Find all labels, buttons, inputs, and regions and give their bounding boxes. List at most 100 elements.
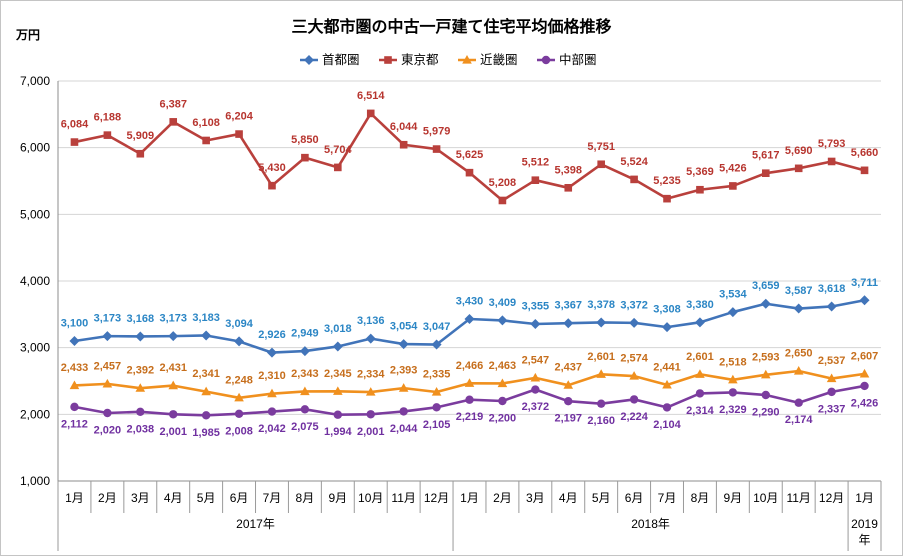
data-label: 6,514: [357, 90, 385, 102]
circle-marker: [399, 407, 408, 416]
data-label: 3,587: [785, 285, 813, 297]
circle-marker: [761, 390, 770, 400]
diamond-marker: [234, 336, 245, 347]
triangle-marker: [267, 388, 277, 398]
data-label: 3,711: [851, 277, 878, 289]
triangle-marker: [530, 372, 541, 382]
circle-marker: [662, 403, 672, 412]
x-tick-label: 4月: [163, 490, 183, 505]
y-tick-label: 5,000: [20, 207, 50, 221]
data-label: 3,380: [686, 299, 714, 311]
square-marker: [663, 194, 671, 203]
circle-marker: [432, 403, 441, 412]
x-group-label: 2018年: [631, 517, 670, 531]
data-label: 2,075: [291, 421, 319, 433]
x-group-label: 2017年: [236, 517, 275, 531]
diamond-marker: [135, 331, 146, 342]
data-label: 5,426: [719, 162, 747, 174]
y-axis: 1,000 2,000 3,000 4,000 5,000 6,000 7,000: [20, 74, 59, 488]
data-label: 5,850: [291, 134, 319, 146]
data-label: 5,625: [456, 149, 484, 161]
data-label: 2,219: [456, 411, 484, 423]
data-label: 2,341: [192, 368, 220, 380]
square-marker: [696, 185, 704, 194]
circle-marker: [267, 407, 277, 416]
x-tick-label: 9月: [723, 490, 743, 505]
diamond-marker: [398, 339, 409, 350]
data-label: 5,690: [785, 145, 813, 157]
triangle-marker: [596, 369, 606, 378]
legend-label: 近畿圏: [480, 53, 518, 67]
x-tick-label: 2月: [493, 490, 512, 505]
triangle-marker: [662, 379, 672, 389]
data-label: 3,168: [127, 313, 155, 325]
x-tick-label: 2月: [98, 490, 117, 505]
legend-label: 東京都: [401, 53, 439, 67]
diamond-marker: [431, 339, 442, 350]
data-label: 1,994: [324, 426, 352, 438]
diamond-marker: [168, 331, 179, 342]
circle-marker: [827, 387, 836, 397]
x-tick-label: 10月: [358, 490, 384, 505]
circle-marker: [794, 398, 803, 407]
data-label: 2,463: [489, 360, 517, 372]
triangle-marker: [135, 383, 146, 392]
y-tick-label: 2,000: [20, 407, 50, 421]
series-group: 2,433 2,457 2,392 2,431 2,341 2,248 2,310 2,343…: [61, 348, 878, 402]
triangle-marker: [497, 378, 508, 388]
triangle-marker: [728, 374, 738, 384]
triangle-marker: [69, 380, 80, 390]
square-marker: [597, 160, 605, 169]
data-label: 3,367: [554, 300, 582, 312]
data-label: 2,433: [61, 362, 89, 374]
data-label: 6,108: [192, 117, 220, 129]
data-label: 2,441: [653, 361, 681, 373]
data-label: 2,200: [489, 413, 517, 425]
square-marker: [729, 182, 737, 190]
data-label: 5,751: [587, 141, 615, 153]
x-tick-label: 5月: [591, 490, 611, 505]
data-label: 2,248: [225, 374, 253, 386]
square-marker: [103, 131, 112, 139]
data-label: 2,020: [94, 425, 122, 437]
triangle-marker: [168, 380, 179, 390]
legend: 首都圏 東京都 近畿圏 中部圏: [299, 52, 615, 68]
data-label: 3,355: [522, 301, 550, 313]
y-axis-unit: 万円: [16, 28, 41, 42]
square-marker: [399, 140, 408, 149]
legend-label: 首都圏: [322, 53, 360, 67]
diamond-marker: [299, 346, 310, 357]
data-label: 3,430: [456, 296, 484, 308]
y-tick-label: 7,000: [20, 74, 50, 88]
diamond-marker: [266, 347, 277, 358]
data-label: 2,112: [61, 418, 88, 430]
circle-marker: [366, 410, 375, 419]
data-label: 5,430: [258, 162, 286, 174]
data-label: 2,372: [522, 401, 550, 413]
square-marker: [70, 138, 79, 146]
data-label: 3,173: [159, 313, 187, 325]
diamond-marker: [365, 333, 376, 344]
triangle-marker: [201, 386, 211, 396]
legend-label: 中部圏: [559, 53, 597, 67]
diamond-marker: [662, 322, 673, 333]
data-label: 2,949: [291, 328, 319, 340]
y-tick-label: 4,000: [20, 274, 50, 288]
data-label: 3,378: [587, 299, 615, 311]
square-marker: [366, 109, 375, 118]
legend-item: 首都圏: [299, 52, 378, 68]
data-label: 2,345: [324, 368, 352, 380]
data-label: 2,518: [719, 356, 747, 368]
circle-marker: [541, 55, 551, 65]
x-tick-label: 1月: [855, 490, 874, 505]
y-tick-label: 6,000: [20, 141, 50, 155]
data-label: 2,334: [357, 369, 385, 381]
data-label: 3,308: [653, 304, 681, 316]
diamond-marker: [694, 317, 705, 328]
data-label: 3,618: [818, 283, 846, 295]
legend-item: 東京都: [378, 52, 457, 68]
x-tick-label: 11月: [786, 490, 811, 505]
y-tick-label: 1,000: [20, 474, 50, 488]
data-label: 2,224: [620, 411, 648, 423]
